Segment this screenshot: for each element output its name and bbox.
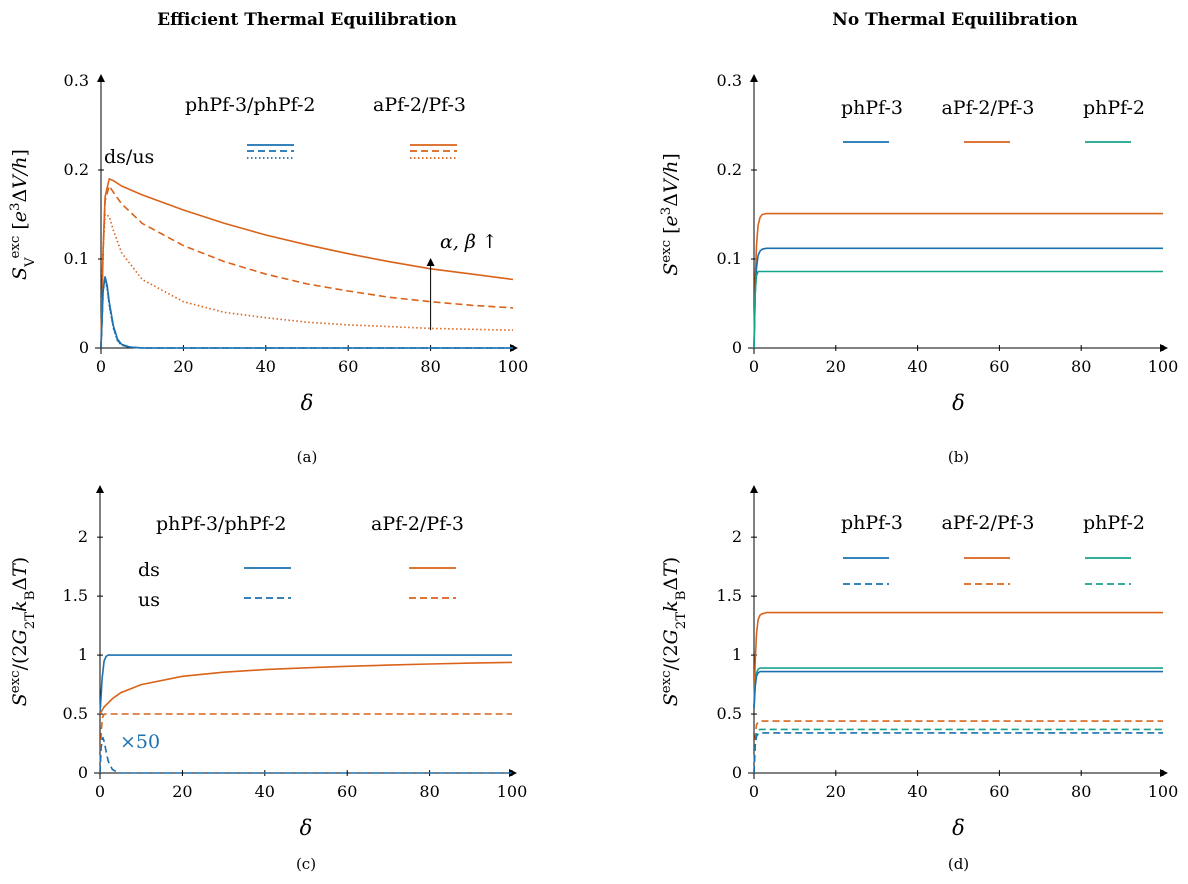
y-tick-label: 0.2 [64, 160, 89, 179]
panel-c: 0 20 40 60 80 100 0 0.5 1 1.5 2 δ Sexc/(2G2TkBΔT) (c)… [8, 485, 528, 873]
heading-efficient-equilibration: Efficient Thermal Equilibration [157, 10, 457, 30]
y-tick-label: 0.5 [717, 704, 742, 723]
series-line-blue-dashed [99, 736, 512, 774]
panel-caption: (c) [296, 855, 316, 873]
series-line-orange-dashed [99, 713, 512, 774]
series-line-orange-solid [99, 661, 513, 715]
x-tick-label: 0 [96, 357, 106, 376]
legend-row-label: ds [138, 559, 160, 581]
y-axis-label: Sexc/(2G2TkBΔT) [8, 557, 38, 706]
x-tick-label: 100 [1148, 357, 1179, 376]
series-line-blue-solid [753, 670, 1163, 709]
series-line-orange-solid [753, 611, 1163, 709]
x-tick-label: 20 [173, 357, 193, 376]
legend-row-label: us [138, 589, 160, 611]
x-tick-label: 0 [749, 782, 759, 801]
y-tick-label: 0 [732, 763, 742, 782]
y-axis-label: Sexc/(2G2TkBΔT) [659, 557, 689, 706]
legend-column-label: aPf-2/Pf-3 [941, 97, 1034, 119]
series-line-green-solid [753, 270, 1163, 349]
legend-column-label: aPf-2/Pf-3 [373, 94, 466, 116]
legend: phPf-3 aPf-2/Pf-3 phPf-2 [841, 97, 1145, 143]
y-tick-label: 2 [78, 527, 88, 546]
legend-column-label: aPf-2/Pf-3 [371, 513, 464, 535]
legend-row-label: ds/us [104, 146, 154, 168]
y-tick-label: 2 [732, 527, 742, 546]
heading-no-equilibration: No Thermal Equilibration [832, 10, 1078, 30]
y-tick-label: 0.5 [63, 704, 88, 723]
x-axis-label: δ [300, 816, 313, 840]
x-tick-label: 60 [989, 357, 1009, 376]
y-tick-label: 1.5 [63, 586, 88, 605]
y-tick-label: 0.3 [64, 71, 89, 90]
legend: phPf-3 aPf-2/Pf-3 phPf-2 [841, 512, 1145, 585]
y-axis-label: Sexc [e3ΔV/h] [659, 153, 683, 276]
panel-b: 0 20 40 60 80 100 0 0.1 0.2 0.3 δ Sexc [e3ΔV/h] (b) p… [659, 71, 1179, 466]
x-tick-label: 100 [1148, 782, 1179, 801]
annotation-label: α, β ↑ [440, 231, 498, 253]
x-tick-label: 40 [907, 782, 927, 801]
series-line-blue-dashed [100, 276, 513, 349]
x-tick-label: 80 [1071, 357, 1091, 376]
legend-column-label: phPf-3/phPf-2 [185, 94, 316, 116]
x-tick-label: 60 [338, 357, 358, 376]
x-tick-label: 80 [420, 357, 440, 376]
x-axis-label: δ [952, 391, 965, 415]
panel-caption: (d) [948, 855, 969, 873]
y-tick-label: 1.5 [717, 586, 742, 605]
y-tick-label: 0.1 [64, 249, 89, 268]
series-line-blue-solid [753, 247, 1163, 349]
legend-column-label: phPf-3/phPf-2 [156, 513, 287, 535]
series-line-orange-dashed [100, 185, 514, 349]
x-tick-label: 100 [498, 357, 529, 376]
series-line-blue-solid [99, 654, 512, 715]
series-line-blue-dashed [753, 732, 1163, 774]
x-tick-label: 0 [749, 357, 759, 376]
y-axis-label: SVexc [e3ΔV/h] [8, 149, 38, 280]
x-tick-label: 60 [337, 782, 357, 801]
legend: phPf-3/phPf-2 aPf-2/Pf-3 ds/us [104, 94, 466, 168]
x-tick-label: 40 [256, 357, 276, 376]
x-tick-label: 20 [826, 782, 846, 801]
y-tick-label: 0.1 [717, 249, 742, 268]
series-line-orange-dashed [753, 720, 1163, 774]
legend-column-label: phPf-2 [1083, 512, 1145, 534]
x-tick-label: 40 [255, 782, 275, 801]
legend-column-label: aPf-2/Pf-3 [941, 512, 1034, 534]
legend-column-label: phPf-3 [841, 97, 903, 119]
y-tick-label: 0 [732, 338, 742, 357]
y-tick-label: 0 [78, 763, 88, 782]
x-tick-label: 20 [172, 782, 192, 801]
panel-d: 0 20 40 60 80 100 0 0.5 1 1.5 2 δ Sexc/(2G2TkBΔT) (d)… [659, 485, 1179, 873]
series-line-blue-solid [100, 275, 513, 349]
y-tick-label: 0.3 [717, 71, 742, 90]
x-tick-label: 80 [419, 782, 439, 801]
x-tick-label: 100 [497, 782, 528, 801]
y-tick-label: 1 [732, 645, 742, 664]
series-line-orange-solid [100, 178, 514, 349]
series-line-green-dashed [753, 728, 1163, 774]
panel-a: 0 20 40 60 80 100 0 0.1 0.2 0.3 δ SVexc [e3ΔV/h] (a)… [8, 71, 529, 466]
legend: phPf-3/phPf-2 aPf-2/Pf-3 ds us [138, 513, 464, 611]
panel-caption: (a) [297, 448, 318, 466]
x-tick-label: 0 [95, 782, 105, 801]
series-line-blue-dotted [100, 277, 513, 349]
x-axis-label: δ [301, 391, 314, 415]
series-line-orange-solid [753, 212, 1163, 349]
x-tick-label: 60 [989, 782, 1009, 801]
series-line-green-solid [753, 667, 1163, 709]
x-tick-label: 20 [826, 357, 846, 376]
legend-column-label: phPf-2 [1083, 97, 1145, 119]
annotation-label: ×50 [120, 731, 160, 753]
y-tick-label: 0.2 [717, 160, 742, 179]
y-tick-label: 0 [79, 338, 89, 357]
x-axis-label: δ [952, 816, 965, 840]
legend-column-label: phPf-3 [841, 512, 903, 534]
y-tick-label: 1 [78, 645, 88, 664]
panel-caption: (b) [948, 448, 969, 466]
x-tick-label: 40 [907, 357, 927, 376]
x-tick-label: 80 [1071, 782, 1091, 801]
